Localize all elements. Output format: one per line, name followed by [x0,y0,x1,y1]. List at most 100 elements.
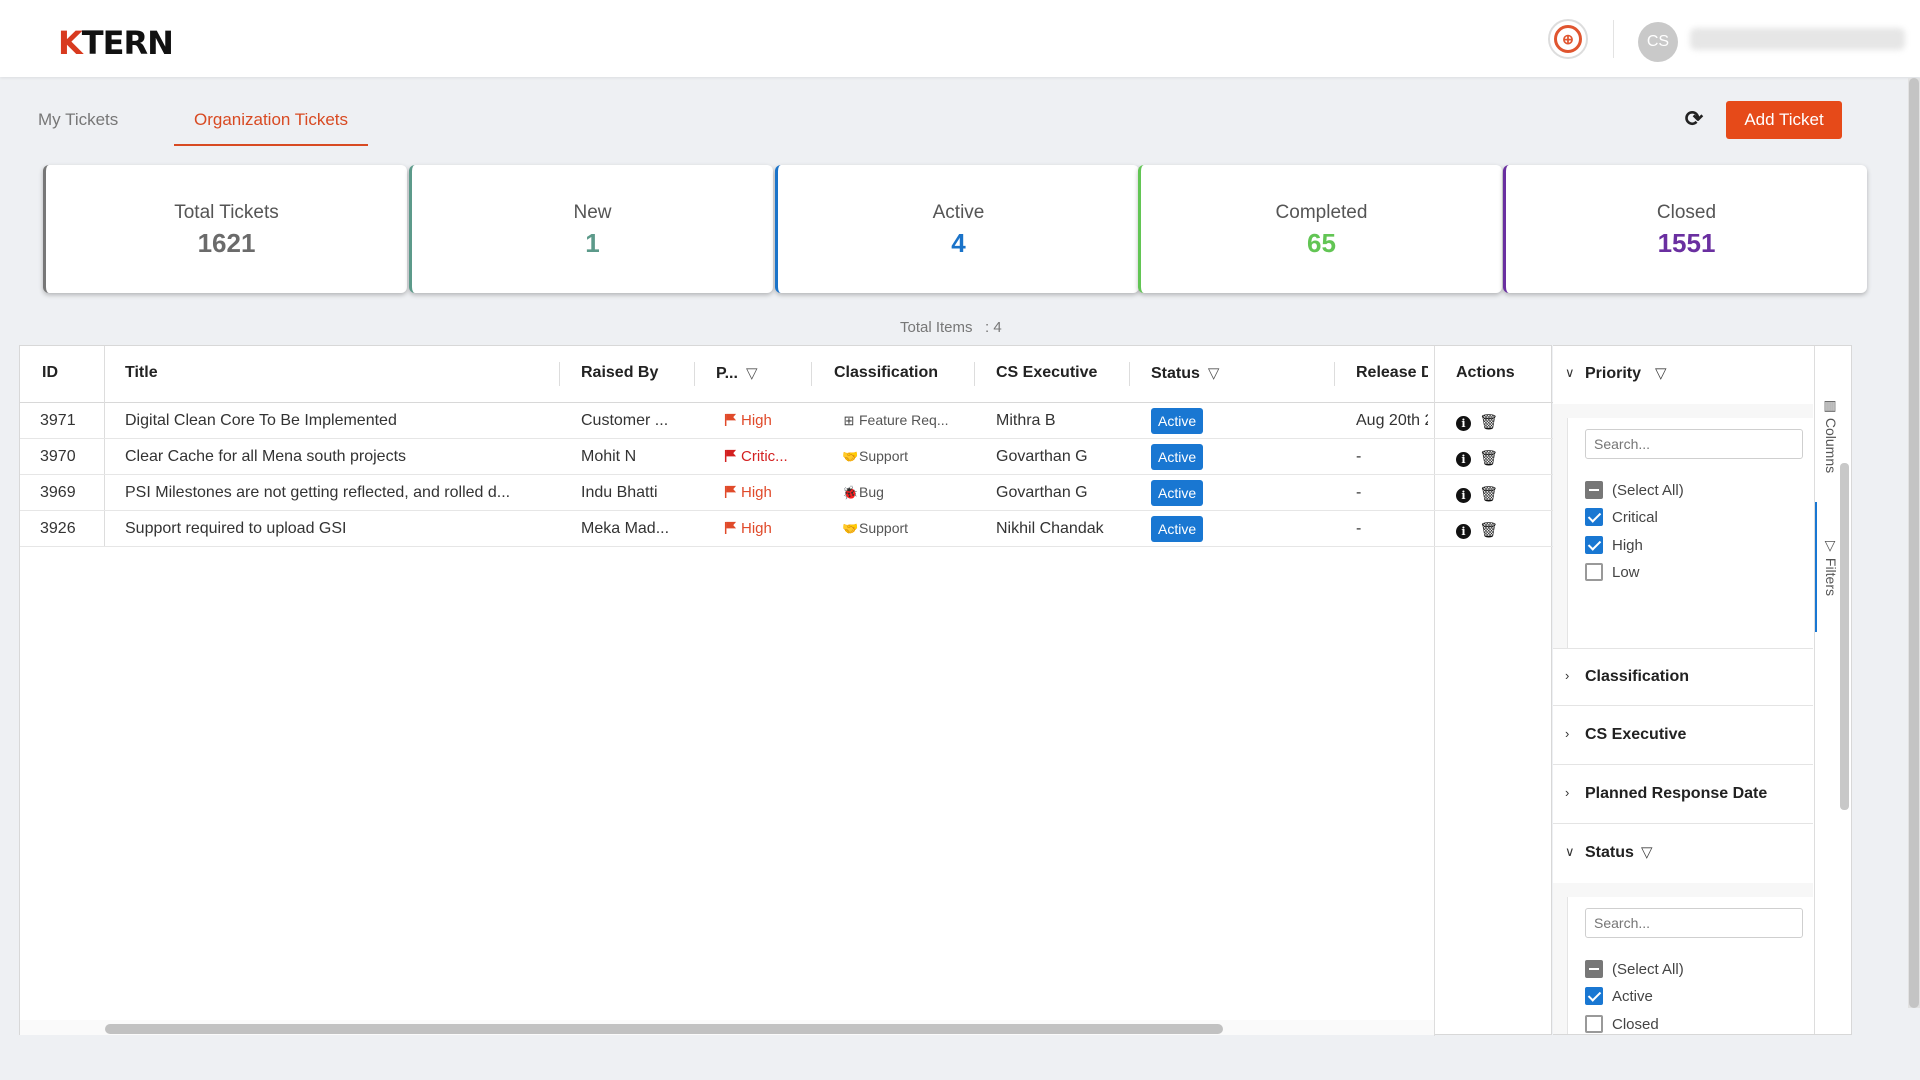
chevron-right-icon[interactable]: › [1565,785,1570,800]
col-header-title[interactable]: Title [125,364,158,381]
filter-icon[interactable]: ▽ [745,365,758,382]
columns-tab[interactable]: ▥ Columns [1823,398,1839,474]
actions-cell: i 🗑 [1456,413,1498,431]
ktern-logo[interactable]: KTERN [58,24,174,62]
info-icon[interactable]: i [1456,452,1471,467]
filter-section-planned-response-date[interactable]: › Planned Response Date [1553,766,1813,824]
column-resizer[interactable] [1334,362,1335,386]
stat-card-closed[interactable]: Closed 1551 [1503,165,1867,293]
status-badge: Active [1151,444,1204,470]
priority-option-select-all[interactable]: (Select All) [1585,479,1684,501]
cell-cs-executive: Govarthan G [996,448,1088,465]
checkbox[interactable] [1585,536,1603,554]
checkbox[interactable] [1585,960,1603,978]
priority-option-high[interactable]: High [1585,534,1643,556]
tab-organization-tickets[interactable]: Organization Tickets [174,110,368,146]
status-option-select-all[interactable]: (Select All) [1585,958,1684,980]
refresh-icon[interactable]: ⟳ [1684,106,1704,131]
avatar[interactable]: CS [1638,22,1678,62]
stat-card-active[interactable]: Active 4 [775,165,1139,293]
trash-icon[interactable]: 🗑 [1479,414,1499,431]
status-badge: Active [1151,480,1204,506]
col-header-status[interactable]: Status ▽ [1151,365,1220,382]
cell-id: 3971 [40,412,76,429]
filter-section-priority[interactable]: ∨ Priority ▽ [1553,346,1813,404]
col-header-classification[interactable]: Classification [834,364,939,381]
app-switcher-icon[interactable]: ⊕ [1548,19,1588,59]
chevron-right-icon[interactable]: › [1565,668,1570,683]
filter-section-title: Planned Response Date [1585,785,1768,802]
filter-icon: ▽ [1823,538,1839,558]
column-resizer[interactable] [974,362,975,386]
col-header-raised-by[interactable]: Raised By [581,364,659,381]
checkbox[interactable] [1585,481,1603,499]
status-option-active[interactable]: Active [1585,985,1653,1007]
trash-icon[interactable]: 🗑 [1479,522,1499,539]
active-tab-indicator [1815,502,1817,632]
chevron-right-icon[interactable]: › [1565,726,1570,741]
cell-id: 3969 [40,484,76,501]
info-icon[interactable]: i [1456,488,1471,503]
stat-card-total[interactable]: Total Tickets 1621 [43,165,407,293]
col-header-cs-executive[interactable]: CS Executive [996,364,1098,381]
checkbox[interactable] [1585,508,1603,526]
cell-release-date: Aug 20th 2 [1356,412,1428,429]
cell-title[interactable]: Digital Clean Core To Be Implemented [125,412,397,429]
filter-section-title: CS Executive [1585,726,1687,743]
table-row[interactable]: 3926 Support required to upload GSI Meka… [20,511,1553,547]
cell-raised-by: Mohit N [581,448,637,465]
cell-title[interactable]: Support required to upload GSI [125,520,347,537]
checkbox[interactable] [1585,563,1603,581]
status-search-input[interactable] [1585,908,1803,938]
stat-value: 65 [1307,228,1336,258]
chevron-down-icon[interactable]: ∨ [1565,365,1575,380]
col-header-id[interactable]: ID [42,364,58,381]
horizontal-scroll-thumb[interactable] [105,1024,1223,1034]
cell-title[interactable]: PSI Milestones are not getting reflected… [125,484,511,501]
filter-section-title: Status [1585,844,1634,861]
info-icon[interactable]: i [1456,524,1471,539]
flag-icon [724,521,737,534]
page-scroll-thumb[interactable] [1909,78,1919,1008]
filter-panel: ∨ Priority ▽ (Select All) Critical High … [1553,345,1852,1035]
trash-icon[interactable]: 🗑 [1479,450,1499,467]
cell-priority: High [724,520,772,537]
column-resizer[interactable] [811,362,812,386]
cell-raised-by: Customer ... [581,412,669,429]
priority-option-low[interactable]: Low [1585,561,1640,583]
stat-card-completed[interactable]: Completed 65 [1138,165,1502,293]
filter-section-title: Classification [1585,668,1690,685]
col-header-release-date[interactable]: Release Da [1356,364,1428,381]
cell-title[interactable]: Clear Cache for all Mena south projects [125,448,407,465]
filter-panel-scroll-thumb[interactable] [1840,463,1849,810]
cell-priority: High [724,412,772,429]
filter-section-status[interactable]: ∨ Status ▽ [1553,825,1813,883]
checkbox[interactable] [1585,1015,1603,1033]
col-header-priority[interactable]: P... ▽ [716,365,758,382]
column-resizer[interactable] [1129,362,1130,386]
filter-icon: ▽ [1641,844,1653,861]
table-row[interactable]: 3969 PSI Milestones are not getting refl… [20,475,1553,511]
table-row[interactable]: 3971 Digital Clean Core To Be Implemente… [20,403,1553,439]
status-badge: Active [1151,408,1204,434]
priority-search-input[interactable] [1585,429,1803,459]
trash-icon[interactable]: 🗑 [1479,486,1499,503]
table-row[interactable]: 3970 Clear Cache for all Mena south proj… [20,439,1553,475]
priority-option-critical[interactable]: Critical [1585,506,1658,528]
filters-tab[interactable]: ▽ Filters [1823,538,1839,597]
user-name-redacted [1690,28,1905,50]
filter-icon[interactable]: ▽ [1207,365,1220,382]
handshake-icon: 🤝 [842,521,859,536]
status-option-closed[interactable]: Closed [1585,1013,1659,1034]
add-ticket-button[interactable]: Add Ticket [1726,101,1842,139]
filter-section-classification[interactable]: › Classification [1553,648,1813,706]
column-resizer[interactable] [559,362,560,386]
column-resizer[interactable] [694,362,695,386]
filter-section-cs-executive[interactable]: › CS Executive [1553,707,1813,765]
tab-my-tickets[interactable]: My Tickets [38,110,119,129]
stat-card-new[interactable]: New 1 [409,165,773,293]
checkbox[interactable] [1585,987,1603,1005]
chevron-down-icon[interactable]: ∨ [1565,844,1575,859]
info-icon[interactable]: i [1456,416,1471,431]
cell-classification: 🐞Bug [842,484,884,500]
